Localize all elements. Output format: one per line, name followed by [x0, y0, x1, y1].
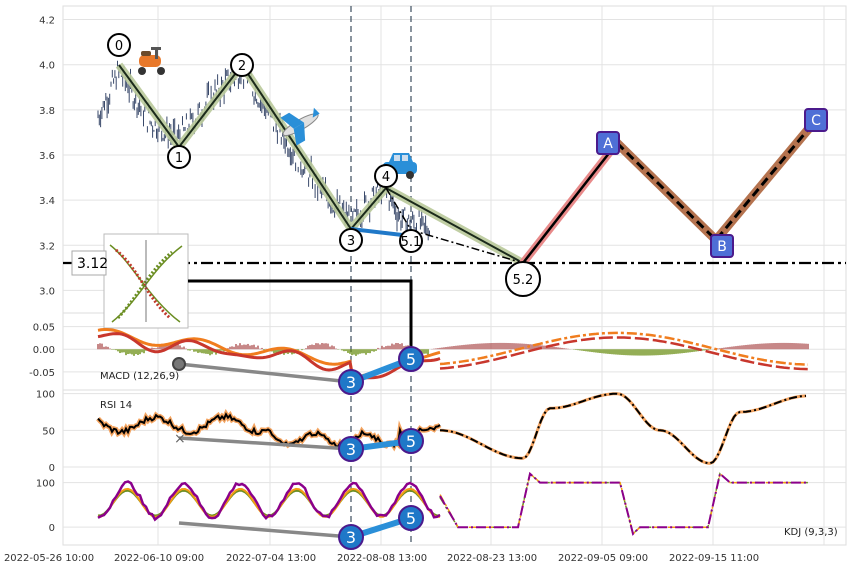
divergence-marker — [338, 524, 364, 550]
price-y-tick: 4.0 — [39, 61, 55, 72]
x-axis-ticks: 2022-05-26 10:00 2022-06-10 09:00 2022-07-… — [4, 553, 759, 564]
macd-y-tick: 0.05 — [33, 323, 55, 334]
wave-node-circle — [339, 228, 363, 252]
price-y-tick: 3.2 — [39, 241, 55, 252]
kdj-projection-purple — [439, 471, 808, 536]
macd-projection-red — [439, 336, 809, 371]
x-tick-label: 2022-08-23 13:00 — [447, 553, 537, 564]
kdj-panel — [62, 466, 847, 546]
divergence-marker-label: 5 — [406, 350, 416, 369]
abc-dashed — [615, 119, 818, 243]
divergence-marker — [398, 346, 424, 372]
x-tick-label: 2022-07-04 13:00 — [226, 553, 316, 564]
abc-pink-core — [522, 142, 618, 264]
price-y-tick: 3.0 — [39, 286, 55, 297]
y-axis-ticks: 3.0 3.2 3.4 3.6 3.8 4.0 4.2 -0.05 0.00 0.05 0 50 100… — [29, 16, 55, 535]
kdj-divergence-grey — [178, 521, 352, 539]
rsi-projection — [439, 392, 807, 465]
x-tick-label: 2022-06-10 09:00 — [114, 553, 204, 564]
wave-node-circle — [399, 229, 423, 253]
rsi-y-tick: 100 — [36, 390, 55, 401]
wave-node-label: 0 — [115, 39, 123, 54]
macd-divergence-grey — [178, 362, 352, 384]
wave-node-circle — [167, 145, 191, 169]
inset-thumbnail — [103, 233, 189, 329]
macd-line-red — [97, 332, 441, 382]
macd-y-tick: -0.05 — [29, 368, 55, 379]
wave-node-circle — [107, 33, 131, 57]
rsi-divergence-grey — [178, 436, 352, 451]
wave-node-circle — [505, 261, 541, 297]
price-y-tick: 3.4 — [39, 196, 55, 207]
abc-node-label: C — [811, 113, 821, 129]
divergence-marker — [338, 369, 364, 395]
kdj-y-tick: 100 — [36, 479, 55, 490]
kdj-label: KDJ (9,3,3) — [784, 527, 838, 538]
wave-node-circle — [230, 53, 254, 77]
price-y-tick: 4.2 — [39, 16, 55, 27]
rsi-y-tick: 0 — [49, 463, 55, 474]
x-tick-label: 2022-05-26 10:00 — [4, 553, 94, 564]
macd-divergence-dot — [172, 357, 186, 371]
x-tick-label: 2022-09-05 09:00 — [558, 553, 648, 564]
airplane-icon — [280, 107, 320, 146]
abc-node-label: A — [603, 136, 613, 152]
price-panel — [62, 5, 847, 314]
kdj-y-tick: 0 — [49, 523, 55, 534]
x-tick-label: 2022-09-15 11:00 — [669, 553, 759, 564]
abc-node-box — [804, 108, 828, 132]
divergence-marker — [338, 436, 364, 462]
abc-node-box — [710, 234, 734, 258]
abc-node-label: B — [717, 239, 727, 255]
scooter-icon — [138, 47, 165, 75]
rsi-panel — [62, 389, 847, 468]
wave-node-label: 5.2 — [513, 273, 534, 288]
x-tick-label: 2022-08-08 13:00 — [337, 553, 427, 564]
wave-path — [118, 63, 524, 264]
wave-node-label: 5.1 — [401, 235, 422, 250]
divergence-marker-label: 3 — [346, 528, 356, 547]
macd-label: MACD (12,26,9) — [100, 371, 179, 382]
wave-node-label: 2 — [238, 59, 246, 74]
rsi-label: RSI 14 — [100, 400, 132, 411]
price-y-tick: 3.6 — [39, 151, 55, 162]
divergence-marker-label: 5 — [406, 509, 416, 528]
price-label-box: 3.12 — [71, 250, 108, 276]
price-label: 3.12 — [77, 256, 108, 272]
wave-node-label: 1 — [175, 151, 183, 166]
rsi-y-tick: 50 — [42, 426, 55, 437]
divergence-marker — [398, 428, 424, 454]
abc-node-box — [596, 131, 620, 155]
divergence-marker-label: 5 — [406, 432, 416, 451]
divergence-marker-label: 3 — [346, 440, 356, 459]
kdj-projection-green — [439, 472, 808, 536]
kdj-line-purple — [97, 480, 441, 522]
macd-histogram — [97, 342, 809, 356]
wave-node-label: 4 — [382, 170, 390, 185]
rsi-divergence-x: × — [174, 431, 186, 447]
abc-nodes: A B C — [596, 108, 828, 258]
divergence-markers: 3 5 3 5 3 5 — [338, 346, 424, 550]
divergence-marker — [398, 505, 424, 531]
wave-node-circle — [374, 164, 398, 188]
price-y-tick: 3.8 — [39, 106, 55, 117]
divergence-marker-label: 3 — [346, 373, 356, 392]
wave-nodes: 0 1 2 3 4 5.1 5.2 — [107, 33, 541, 297]
wave-node-label: 3 — [347, 234, 355, 249]
divergence-connector — [188, 279, 413, 357]
macd-projection-orange — [439, 331, 809, 366]
macd-y-tick: 0.00 — [33, 345, 55, 356]
